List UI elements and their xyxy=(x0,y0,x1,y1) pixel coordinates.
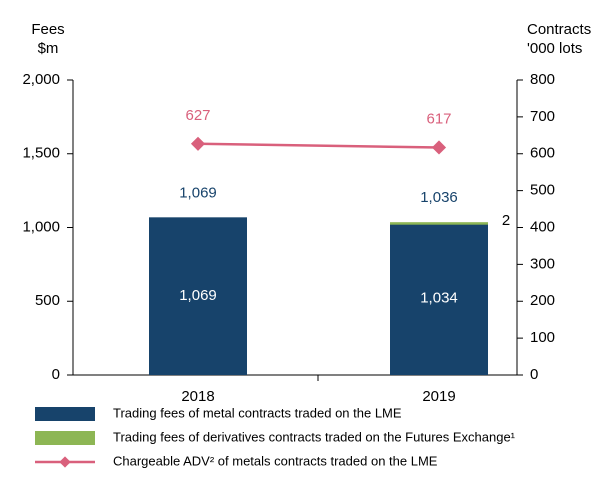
data-label: 627 xyxy=(185,107,210,124)
total-label: 1,069 xyxy=(179,184,217,201)
y-axis-label: Fees xyxy=(31,21,64,38)
y2-tick-label: 500 xyxy=(530,182,555,199)
y2-tick-label: 600 xyxy=(530,145,555,162)
y2-tick-label: 0 xyxy=(530,366,538,383)
y2-tick-label: 300 xyxy=(530,255,555,272)
line xyxy=(197,142,440,149)
y-axis-label: $m xyxy=(38,40,59,57)
bar xyxy=(149,217,247,375)
data-label: 1,069 xyxy=(179,287,217,304)
y-tick-label: 2,000 xyxy=(22,71,60,88)
line-marker xyxy=(190,136,206,151)
y2-tick-label: 800 xyxy=(530,71,555,88)
y-tick-label: 500 xyxy=(35,292,60,309)
x-tick-label: 2019 xyxy=(422,388,455,405)
y2-tick-label: 400 xyxy=(530,218,555,235)
data-label: 617 xyxy=(426,110,451,127)
y2-tick-label: 100 xyxy=(530,329,555,346)
legend-label: Trading fees of metal contracts traded o… xyxy=(113,405,402,420)
bar xyxy=(390,222,488,225)
y2-tick-label: 200 xyxy=(530,292,555,309)
y-tick-label: 0 xyxy=(52,366,60,383)
y-tick-label: 1,000 xyxy=(22,218,60,235)
legend-label: Trading fees of derivatives contracts tr… xyxy=(113,429,516,444)
x-tick-label: 2018 xyxy=(181,388,214,405)
y2-axis-label: '000 lots xyxy=(527,40,582,57)
bar xyxy=(390,222,488,375)
line-marker xyxy=(431,140,447,155)
total-label: 1,036 xyxy=(420,189,458,206)
legend-swatch xyxy=(35,407,95,421)
y2-axis-label: Contracts xyxy=(527,21,591,38)
legend-swatch xyxy=(59,456,71,468)
y2-tick-label: 700 xyxy=(530,108,555,125)
legend-swatch xyxy=(35,431,95,445)
legend-label: Chargeable ADV² of metals contracts trad… xyxy=(113,453,438,468)
y-tick-label: 1,500 xyxy=(22,145,60,162)
legend: Trading fees of metal contracts traded o… xyxy=(35,405,516,468)
data-label: 1,034 xyxy=(420,290,458,307)
data-label: 2 xyxy=(502,212,510,229)
